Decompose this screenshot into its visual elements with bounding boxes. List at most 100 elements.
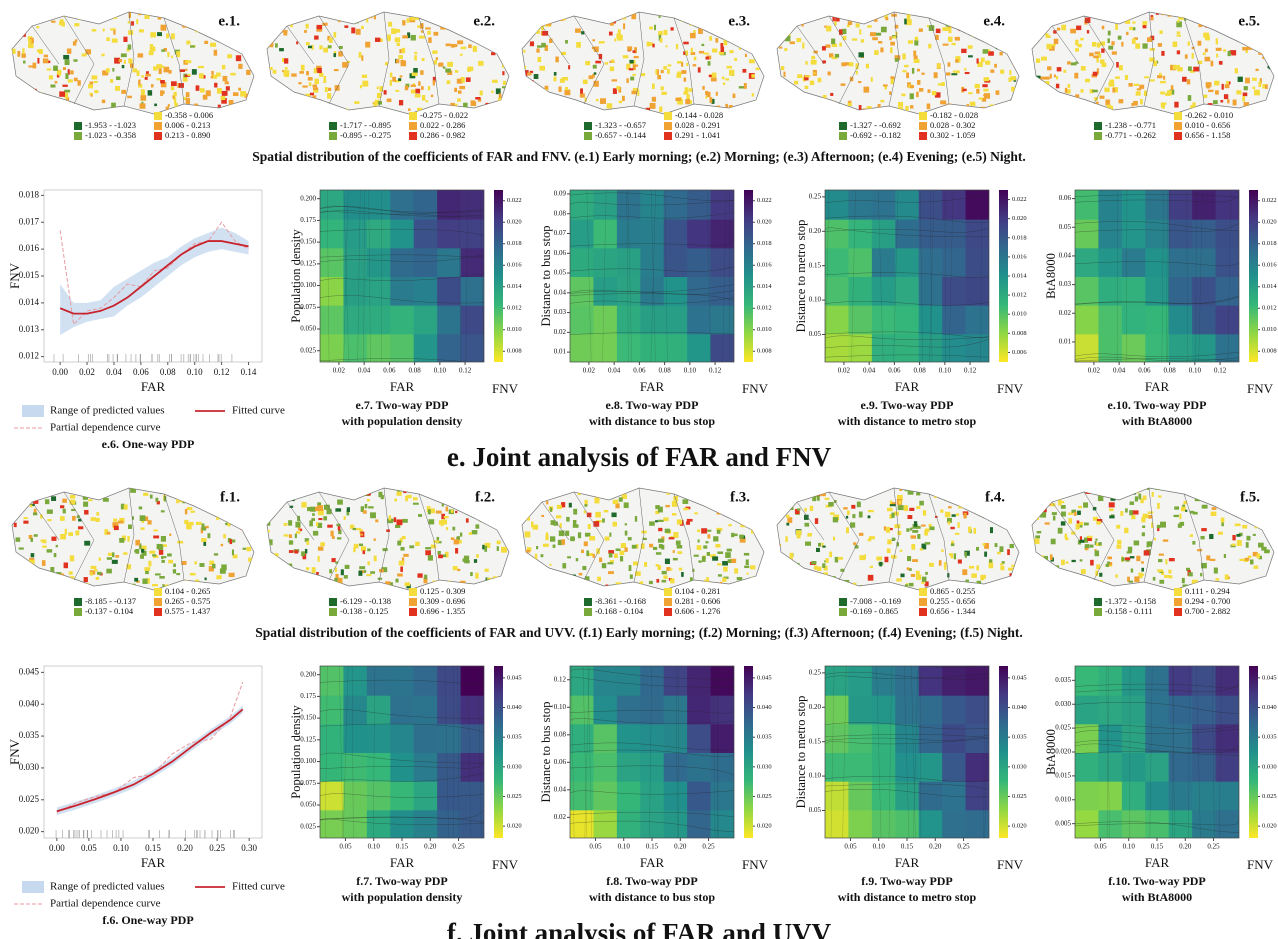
map-cell bbox=[1245, 558, 1249, 561]
map-cell bbox=[530, 82, 534, 84]
map-cell bbox=[227, 54, 232, 58]
map-cell bbox=[864, 87, 870, 93]
map-cell bbox=[334, 69, 339, 71]
map-cell bbox=[984, 77, 990, 81]
map-cell bbox=[225, 81, 229, 84]
map-cell bbox=[1133, 101, 1138, 106]
map-cell bbox=[1007, 549, 1010, 555]
map-cell bbox=[1074, 73, 1078, 79]
map-cell bbox=[1065, 537, 1068, 540]
map-cell bbox=[620, 556, 623, 561]
legend-label: Fitted curve bbox=[232, 405, 285, 417]
map-cell bbox=[312, 95, 316, 100]
map-cell bbox=[963, 513, 966, 519]
map-cell bbox=[964, 68, 966, 70]
map-cell bbox=[1248, 556, 1252, 558]
map-cell bbox=[822, 546, 825, 548]
map-cell bbox=[779, 553, 782, 558]
contour-region bbox=[825, 723, 849, 753]
map-cell bbox=[114, 526, 119, 530]
map-cell bbox=[10, 581, 13, 587]
map-cell bbox=[1102, 26, 1105, 30]
map-cell bbox=[1266, 23, 1270, 27]
map-cell bbox=[503, 81, 506, 85]
map-cell bbox=[717, 551, 723, 553]
map-cell bbox=[1136, 556, 1140, 561]
map-cell bbox=[655, 486, 658, 491]
legend-swatch bbox=[839, 122, 847, 130]
map-cell bbox=[493, 509, 497, 513]
contour-region bbox=[687, 305, 711, 335]
map-cell bbox=[140, 95, 146, 101]
map-cell bbox=[982, 84, 987, 87]
map-cell bbox=[282, 58, 284, 62]
map-cell bbox=[1246, 50, 1248, 53]
map-cell bbox=[324, 505, 330, 510]
map-cell bbox=[277, 10, 280, 13]
contour-region bbox=[320, 333, 344, 363]
contour-region bbox=[848, 666, 872, 696]
colorbar-tick-label: 0.040 bbox=[507, 704, 522, 711]
map-cell bbox=[59, 73, 61, 76]
map-cell bbox=[785, 559, 787, 562]
colorbar-tick-label: 0.008 bbox=[757, 348, 772, 355]
map-cell bbox=[785, 584, 789, 587]
map-cell bbox=[911, 574, 915, 577]
contour-region bbox=[942, 752, 966, 782]
map-cell bbox=[886, 527, 890, 533]
map-cell bbox=[84, 541, 90, 546]
map-cell bbox=[70, 555, 74, 561]
map-cell bbox=[541, 515, 544, 517]
map-cell bbox=[612, 79, 618, 81]
y-tick-label: 0.016 bbox=[19, 243, 40, 253]
map-cell bbox=[915, 37, 918, 41]
map-cell bbox=[978, 17, 982, 20]
map-cell bbox=[556, 515, 561, 518]
map-cell bbox=[1101, 48, 1104, 52]
map-cell bbox=[169, 534, 171, 536]
map-cell bbox=[316, 572, 319, 575]
map-cell bbox=[1128, 547, 1132, 553]
map-cell bbox=[103, 29, 105, 32]
map-cell bbox=[633, 50, 636, 53]
map-cell bbox=[1266, 32, 1270, 37]
map-cell bbox=[887, 107, 892, 110]
legend-swatch bbox=[154, 112, 162, 120]
panel-caption: with distance to metro stop bbox=[838, 890, 977, 904]
map-cell bbox=[298, 527, 300, 530]
map-cell bbox=[554, 77, 557, 82]
map-cell bbox=[559, 531, 565, 537]
x-tick-label: 0.14 bbox=[241, 367, 257, 377]
contour-region bbox=[617, 781, 641, 811]
legend-label: 0.700 - 2.882 bbox=[1185, 606, 1230, 616]
map-cell bbox=[814, 72, 816, 74]
map-cell bbox=[1213, 489, 1218, 492]
map-cell bbox=[491, 90, 493, 93]
map-cell bbox=[723, 83, 725, 85]
map-cell bbox=[334, 9, 339, 12]
map-cell bbox=[160, 488, 165, 493]
map-cell bbox=[459, 28, 465, 32]
map-cell bbox=[1184, 10, 1190, 14]
legend-label: -1.327 - -0.692 bbox=[850, 120, 901, 130]
contour-region bbox=[437, 276, 461, 306]
map-cell bbox=[843, 507, 847, 509]
map-cell bbox=[311, 518, 315, 521]
contour-region bbox=[367, 809, 391, 839]
x-tick-label: 0.08 bbox=[913, 367, 926, 375]
map-cell bbox=[663, 575, 667, 578]
map-cell bbox=[795, 103, 799, 108]
map-cell bbox=[121, 90, 126, 94]
map-cell bbox=[323, 516, 327, 520]
map-cell bbox=[1188, 66, 1192, 70]
map-cell bbox=[618, 29, 621, 34]
map-cell bbox=[82, 54, 87, 57]
map-cell bbox=[364, 570, 366, 573]
map-cell bbox=[607, 103, 613, 108]
colorbar-tick-label: 0.018 bbox=[1012, 234, 1027, 241]
map-cell bbox=[284, 534, 289, 536]
map-cell bbox=[818, 78, 822, 83]
map-cell bbox=[351, 27, 355, 33]
map-cell bbox=[887, 548, 891, 553]
map-cell bbox=[989, 559, 992, 563]
